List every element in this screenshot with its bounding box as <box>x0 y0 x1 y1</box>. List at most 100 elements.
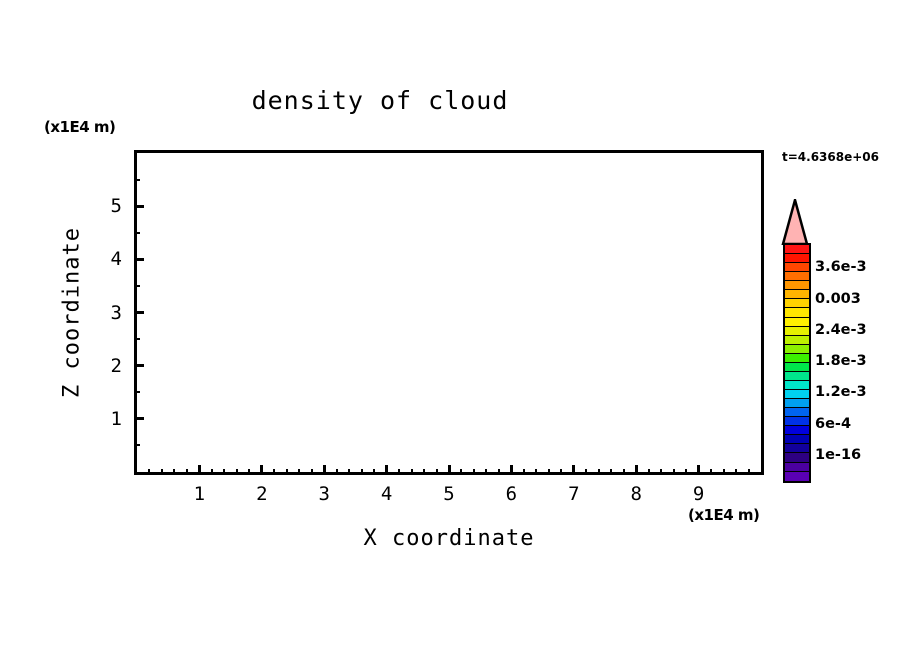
x-tick-minor <box>286 469 288 475</box>
x-tick-minor <box>485 469 487 475</box>
x-tick-minor <box>436 469 438 475</box>
y-tick-major <box>134 258 144 261</box>
colorbar-band <box>785 272 809 281</box>
y-tick-label: 4 <box>92 248 122 270</box>
colorbar-tick-label: 3.6e-3 <box>815 259 867 275</box>
x-axis-title: X coordinate <box>134 526 764 551</box>
colorbar-band <box>785 336 809 345</box>
x-tick-minor <box>398 469 400 475</box>
y-tick-label: 1 <box>92 408 122 430</box>
colorbar-band <box>785 408 809 417</box>
x-tick-minor <box>373 469 375 475</box>
x-tick-minor <box>423 469 425 475</box>
y-tick-minor <box>134 232 140 234</box>
y-axis-unit-label: (x1E4 m) <box>44 118 115 136</box>
colorbar-tick-label: 0.003 <box>815 291 861 307</box>
colorbar-band <box>785 426 809 435</box>
x-tick-major <box>635 465 638 475</box>
x-tick-minor <box>273 469 275 475</box>
page-title: density of cloud <box>0 86 760 115</box>
x-tick-label: 4 <box>381 483 392 505</box>
y-axis-title: Z coordinate <box>60 193 85 433</box>
colorbar-band <box>785 245 809 254</box>
x-tick-minor <box>685 469 687 475</box>
x-tick-major <box>510 465 513 475</box>
x-tick-minor <box>473 469 475 475</box>
x-tick-minor <box>560 469 562 475</box>
colorbar-band <box>785 290 809 299</box>
x-tick-minor <box>211 469 213 475</box>
x-tick-major <box>448 465 451 475</box>
y-tick-major <box>134 311 144 314</box>
colorbar-band <box>785 263 809 272</box>
colorbar-tick-label: 6e-4 <box>815 416 851 432</box>
x-tick-minor <box>336 469 338 475</box>
colorbar-band <box>785 308 809 317</box>
x-tick-label: 1 <box>194 483 205 505</box>
x-tick-minor <box>623 469 625 475</box>
x-tick-minor <box>148 469 150 475</box>
colorbar-band <box>785 399 809 408</box>
x-tick-minor <box>673 469 675 475</box>
x-tick-minor <box>498 469 500 475</box>
colorbar-band <box>785 453 809 462</box>
colorbar-band <box>785 390 809 399</box>
x-tick-minor <box>598 469 600 475</box>
colorbar[interactable] <box>783 243 811 483</box>
x-tick-minor <box>311 469 313 475</box>
x-tick-minor <box>723 469 725 475</box>
colorbar-band <box>785 281 809 290</box>
colorbar-band <box>785 318 809 327</box>
colorbar-band <box>785 381 809 390</box>
x-tick-minor <box>648 469 650 475</box>
colorbar-band <box>785 299 809 308</box>
colorbar-band <box>785 254 809 263</box>
colorbar-band <box>785 354 809 363</box>
x-tick-minor <box>248 469 250 475</box>
x-tick-minor <box>361 469 363 475</box>
y-tick-minor <box>134 285 140 287</box>
x-tick-label: 8 <box>630 483 641 505</box>
colorbar-band <box>785 372 809 381</box>
y-tick-minor <box>134 179 140 181</box>
x-tick-major <box>697 465 700 475</box>
x-tick-minor <box>298 469 300 475</box>
x-tick-minor <box>173 469 175 475</box>
colorbar-band <box>785 435 809 444</box>
colorbar-band <box>785 327 809 336</box>
x-tick-minor <box>348 469 350 475</box>
x-tick-label: 3 <box>318 483 329 505</box>
colorbar-arrow-icon <box>781 199 809 245</box>
x-tick-label: 6 <box>506 483 517 505</box>
x-tick-minor <box>548 469 550 475</box>
y-tick-major <box>134 417 144 420</box>
colorbar-band <box>785 444 809 453</box>
x-tick-label: 2 <box>256 483 267 505</box>
x-tick-minor <box>585 469 587 475</box>
x-tick-minor <box>523 469 525 475</box>
y-tick-minor <box>134 391 140 393</box>
x-tick-minor <box>660 469 662 475</box>
x-tick-label: 9 <box>693 483 704 505</box>
y-tick-label: 3 <box>92 302 122 324</box>
x-tick-label: 7 <box>568 483 579 505</box>
x-tick-minor <box>735 469 737 475</box>
y-tick-major <box>134 205 144 208</box>
x-tick-minor <box>411 469 413 475</box>
x-tick-minor <box>710 469 712 475</box>
x-tick-minor <box>748 469 750 475</box>
colorbar-band <box>785 463 809 472</box>
y-tick-minor <box>134 444 140 446</box>
x-tick-minor <box>610 469 612 475</box>
colorbar-band <box>785 417 809 426</box>
colorbar-tick-label: 2.4e-3 <box>815 322 867 338</box>
time-stamp-label: t=4.6368e+06 <box>782 150 879 164</box>
colorbar-band <box>785 345 809 354</box>
x-tick-minor <box>223 469 225 475</box>
colorbar-tick-label: 1e-16 <box>815 447 861 463</box>
x-tick-minor <box>460 469 462 475</box>
y-tick-minor <box>134 338 140 340</box>
x-tick-major <box>572 465 575 475</box>
x-tick-major <box>385 465 388 475</box>
x-tick-minor <box>186 469 188 475</box>
